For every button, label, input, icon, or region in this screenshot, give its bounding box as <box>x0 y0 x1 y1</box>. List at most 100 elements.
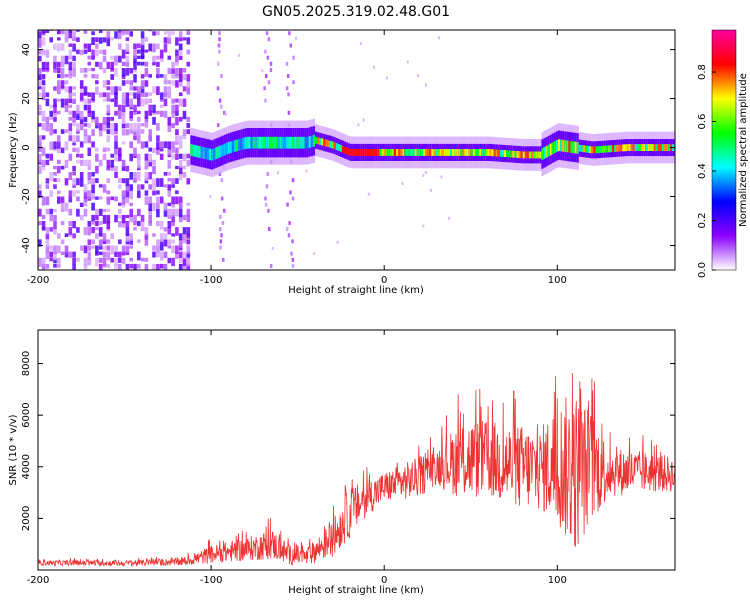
heatmap-cell <box>198 146 201 158</box>
heatmap-cell <box>110 37 114 41</box>
heatmap-cell <box>348 148 351 156</box>
heatmap-cell <box>118 251 122 258</box>
heatmap-cell <box>118 178 122 183</box>
heatmap-cell <box>159 141 164 150</box>
heatmap-cell <box>102 116 107 125</box>
heatmap-cell <box>271 136 274 149</box>
heatmap-cell <box>518 151 521 159</box>
heatmap-cell <box>381 149 384 156</box>
heatmap-cell <box>474 149 478 156</box>
heatmap-cell <box>38 153 42 163</box>
heatmap-cell <box>186 86 191 95</box>
heatmap-cell <box>178 239 183 248</box>
heatmap-cell <box>114 165 118 172</box>
heatmap-cell <box>121 104 126 113</box>
heatmap-cell <box>106 123 111 129</box>
heatmap-cell <box>167 178 172 182</box>
heatmap-cell <box>95 178 99 183</box>
heatmap-cell <box>337 144 340 151</box>
heatmap-cell <box>360 149 363 156</box>
heatmap-cell <box>163 92 168 98</box>
heatmap-cell <box>68 61 73 71</box>
heatmap-cell <box>152 104 156 113</box>
heatmap-cell <box>114 31 118 39</box>
heatmap-cell <box>79 178 84 187</box>
heatmap-cell <box>178 202 183 209</box>
heatmap-cell <box>178 245 183 251</box>
heatmap-cell <box>178 153 183 159</box>
heatmap-cell <box>87 135 92 144</box>
heatmap-cell <box>53 245 57 255</box>
heatmap-cell <box>290 251 293 256</box>
heatmap-cell <box>129 80 133 86</box>
heatmap-cell <box>182 214 187 221</box>
heatmap-cell <box>53 208 57 213</box>
heatmap-cell <box>175 37 179 46</box>
heatmap-cell <box>125 178 130 187</box>
heatmap-cell <box>286 74 290 79</box>
heatmap-cell <box>645 144 648 151</box>
heatmap-cell <box>133 263 137 270</box>
heatmap-cell <box>422 173 425 177</box>
heatmap-cell <box>102 92 107 98</box>
heatmap-cell <box>125 239 130 245</box>
heatmap-cell <box>182 74 187 81</box>
heatmap-cell <box>186 159 191 167</box>
heatmap-cell <box>53 110 57 117</box>
heatmap-cell <box>129 116 133 121</box>
heatmap-cell <box>125 190 130 198</box>
heatmap-cell <box>87 92 92 97</box>
heatmap-cell <box>125 233 130 242</box>
heatmap-cell <box>79 153 84 158</box>
heatmap-cell <box>163 239 168 247</box>
heatmap-cell <box>72 141 76 146</box>
heatmap-cell <box>156 43 160 50</box>
heatmap-cell <box>276 171 279 175</box>
heatmap-cell <box>49 116 53 121</box>
heatmap-cell <box>83 129 88 137</box>
heatmap-cell <box>137 110 141 115</box>
heatmap-cell <box>204 147 208 160</box>
heatmap-cell <box>506 150 509 158</box>
heatmap-cell <box>125 263 130 270</box>
heatmap-cell <box>49 257 53 262</box>
heatmap-cell <box>383 149 386 156</box>
heatmap-cell <box>144 61 149 67</box>
heatmap-cell <box>110 86 114 96</box>
heatmap-cell <box>152 165 156 175</box>
heatmap-cell <box>163 184 168 188</box>
heatmap-cell <box>125 214 130 219</box>
heatmap-cell <box>225 142 228 155</box>
heatmap-cell <box>106 135 111 143</box>
heatmap-cell <box>580 145 583 152</box>
heatmap-cell <box>98 208 103 216</box>
heatmap-cell <box>91 202 95 211</box>
heatmap-cell <box>287 92 290 97</box>
heatmap-cell <box>110 74 114 80</box>
heatmap-cell <box>220 196 224 201</box>
heatmap-cell <box>83 30 88 34</box>
heatmap-cell <box>114 25 118 28</box>
heatmap-cell <box>129 92 133 96</box>
heatmap-cell <box>601 145 604 153</box>
heatmap-cell <box>269 136 272 149</box>
heatmap-cell <box>366 149 370 156</box>
heatmap-cell <box>140 141 145 149</box>
heatmap-cell <box>106 165 111 171</box>
heatmap-cell <box>156 123 160 131</box>
heatmap-cell <box>264 49 267 54</box>
heatmap-cell <box>38 43 42 48</box>
heatmap-cell <box>265 136 268 149</box>
heatmap-cell <box>437 36 440 40</box>
heatmap-cell <box>83 86 88 96</box>
heatmap-cell <box>38 208 42 217</box>
heatmap-cell <box>102 147 107 153</box>
heatmap-cell <box>159 196 164 204</box>
heatmap-cell <box>283 136 286 149</box>
heatmap-cell <box>178 165 183 175</box>
heatmap-cell <box>182 153 187 162</box>
heatmap-cell <box>587 145 590 153</box>
heatmap-cell <box>125 61 130 67</box>
heatmap-cell <box>83 74 88 78</box>
heatmap-cell <box>106 92 111 102</box>
